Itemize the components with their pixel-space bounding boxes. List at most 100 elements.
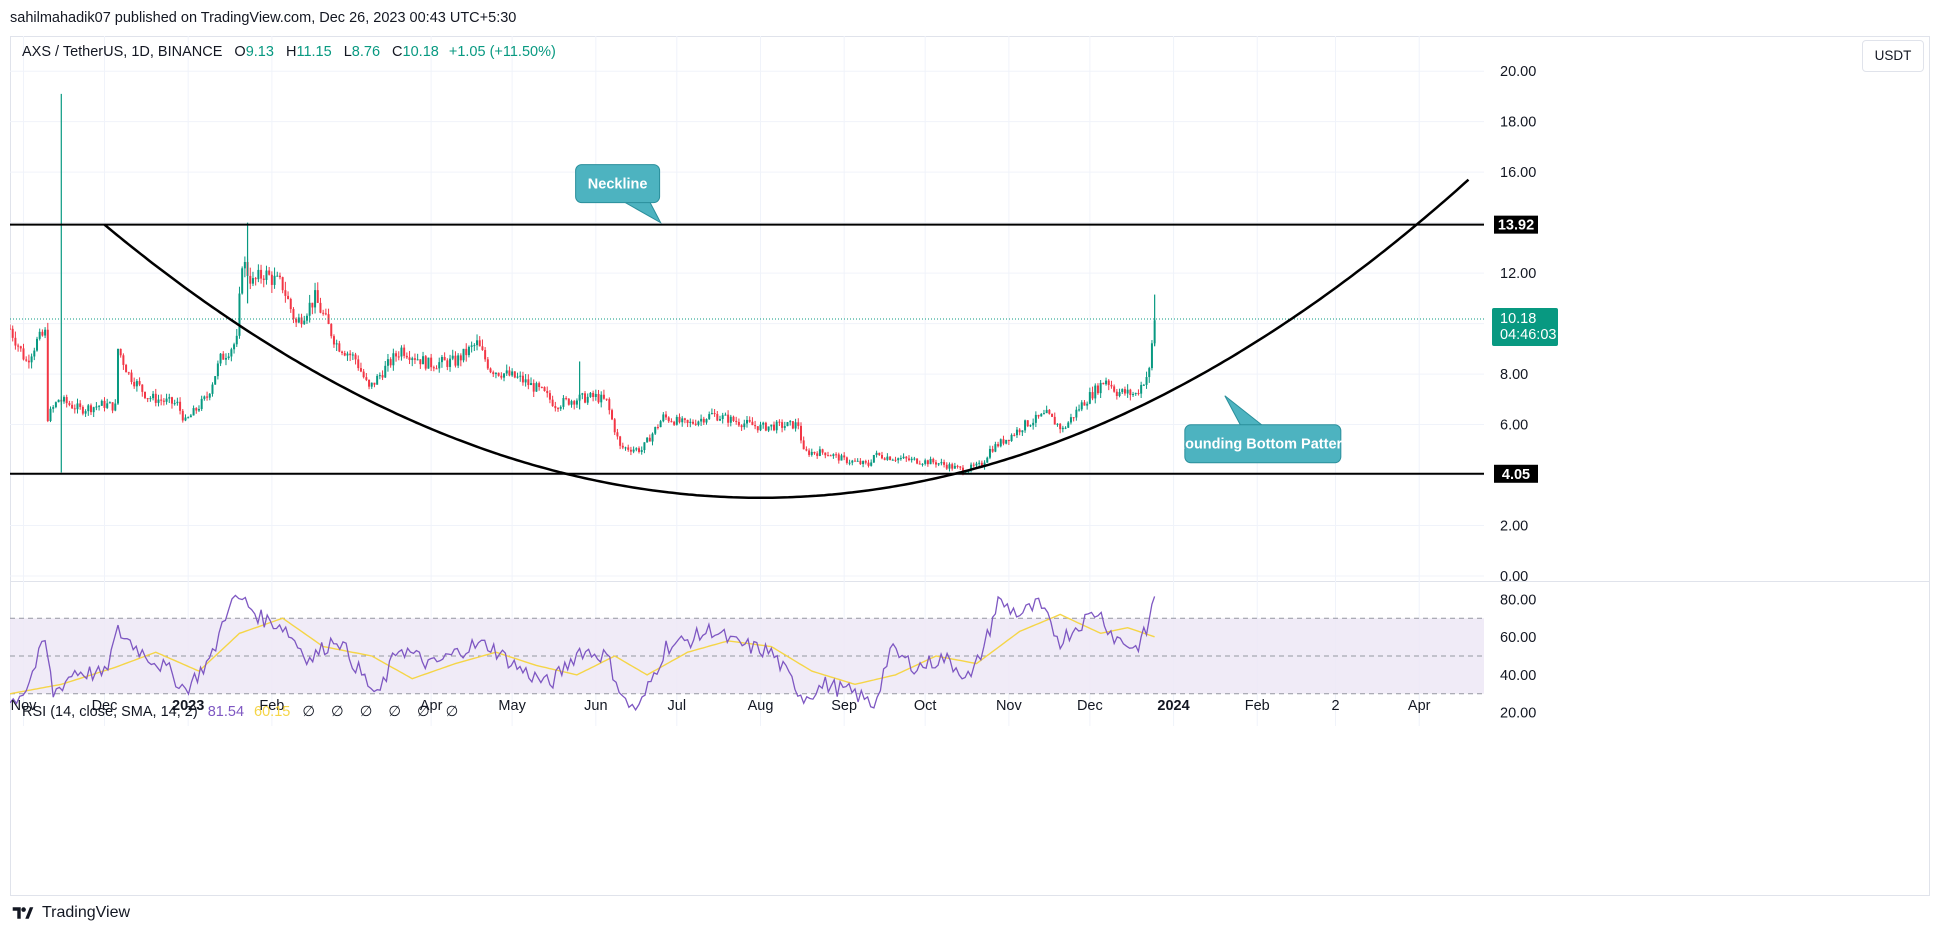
candle-body: [746, 419, 748, 424]
candle-body: [322, 312, 325, 314]
x-tick-label: Oct: [914, 698, 937, 714]
candle-body: [38, 331, 41, 339]
candle-body: [778, 421, 781, 423]
candle-body: [859, 460, 862, 465]
candle-body: [670, 421, 673, 423]
candle-body: [176, 401, 179, 404]
candle-body: [953, 465, 956, 469]
candle-body: [818, 449, 821, 456]
candle-body: [368, 379, 371, 387]
candle-body: [357, 359, 360, 369]
candle-body: [1083, 402, 1086, 406]
candle-body: [764, 422, 767, 431]
candle-body: [997, 444, 1000, 447]
candle-body: [316, 290, 319, 303]
candle-body: [1051, 413, 1054, 417]
candle-body: [1029, 425, 1032, 427]
candle-body: [1118, 392, 1121, 396]
candle-body: [173, 403, 176, 405]
x-tick-label: Feb: [1245, 698, 1270, 714]
rsi-lines: [10, 594, 1156, 712]
candle-body: [386, 359, 389, 366]
currency-button[interactable]: USDT: [1862, 40, 1924, 72]
candle-body: [19, 346, 22, 349]
candle-body: [897, 458, 900, 461]
candle-body: [867, 462, 870, 466]
candle-body: [419, 359, 422, 365]
candle-body: [162, 400, 165, 402]
candle-body: [762, 422, 765, 425]
candle-body: [1096, 385, 1099, 394]
candle-body: [651, 433, 654, 442]
candle-body: [494, 372, 497, 375]
candle-body: [157, 399, 160, 403]
chart-frame[interactable]: Neckline Rounding Bottom Pattern Nov Dec 20…: [10, 36, 1930, 896]
candle-body: [786, 422, 789, 427]
candle-body: [740, 425, 743, 428]
candle-body: [10, 328, 11, 330]
candle-body: [141, 384, 144, 392]
candle-body: [422, 356, 425, 365]
candle-body: [233, 344, 236, 350]
price-tick-label: 6.00: [1500, 418, 1528, 434]
candle-body: [1059, 423, 1062, 430]
candle-body: [794, 422, 797, 429]
candle-body: [1150, 343, 1153, 369]
candle-body: [1042, 413, 1045, 415]
candle-body: [756, 426, 759, 431]
candle-body: [835, 454, 838, 456]
rsi-legend: RSI (14, close, SMA, 14, 2) 81.54 60.15 …: [22, 704, 464, 720]
rsi-label[interactable]: RSI (14, close, SMA, 14, 2): [22, 704, 198, 720]
candle-body: [214, 376, 217, 385]
symbol-name[interactable]: AXS / TetherUS, 1D, BINANCE: [22, 44, 223, 60]
rounding-bottom-curve: [103, 178, 1470, 500]
x-tick-label: Nov: [996, 698, 1023, 714]
candle-body: [775, 421, 778, 431]
candle-body: [238, 293, 241, 336]
candle-body: [608, 399, 611, 411]
candle-body: [65, 397, 68, 404]
candle-body: [71, 404, 74, 409]
candle-body: [427, 357, 430, 369]
candle-body: [413, 358, 416, 360]
x-tick-label: Dec: [92, 698, 118, 714]
candle-body: [708, 414, 711, 420]
candle-body: [170, 397, 173, 404]
candle-body: [673, 421, 676, 425]
candle-body: [111, 402, 114, 411]
candle-body: [1094, 385, 1097, 399]
candle-body: [443, 356, 446, 361]
candle-body: [33, 350, 36, 357]
candle-body: [216, 363, 219, 377]
candle-body: [767, 426, 770, 431]
candle-body: [940, 462, 943, 464]
footer: TradingView: [10, 904, 130, 922]
candle-body: [476, 340, 479, 346]
candle-body: [851, 460, 854, 463]
candle-body: [392, 353, 395, 366]
candle-body: [559, 406, 562, 409]
rsi-value: 81.54: [207, 704, 245, 720]
candle-body: [808, 450, 811, 455]
candle-body: [840, 455, 843, 461]
candle-body: [891, 459, 894, 461]
candle-body: [449, 358, 452, 367]
candle-body: [189, 415, 192, 418]
candle-body: [540, 386, 543, 388]
candle-body: [562, 398, 565, 407]
candle-body: [988, 448, 991, 458]
candle-body: [492, 372, 495, 375]
candle-body: [284, 290, 287, 296]
footer-brand[interactable]: TradingView: [42, 904, 131, 921]
chart-border: [10, 36, 1930, 896]
candle-body: [484, 350, 487, 360]
candle-body: [424, 356, 427, 369]
candle-body: [230, 349, 233, 357]
candle-body: [554, 406, 557, 409]
candle-body: [314, 290, 317, 308]
candle-body: [41, 331, 44, 336]
price-tick-label: 18.00: [1500, 115, 1536, 131]
candle-body: [832, 454, 835, 456]
candle-body: [241, 268, 244, 294]
